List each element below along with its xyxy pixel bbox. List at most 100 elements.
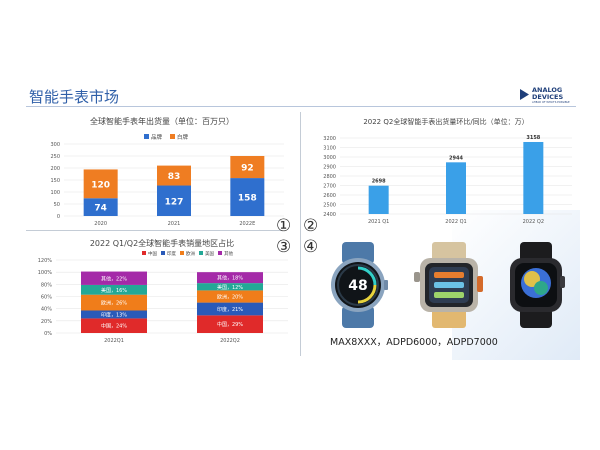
x-tick-label: 2022Q1 — [104, 338, 124, 344]
y-tick-label: 150 — [50, 178, 60, 184]
bar — [523, 141, 544, 214]
data-label: 92 — [241, 164, 254, 174]
y-tick-label: 2900 — [323, 165, 336, 171]
x-tick-label: 2022 Q1 — [445, 219, 466, 225]
analog-devices-logo: ANALOG DEVICES AHEAD OF WHAT'S POSSIBLE — [520, 86, 576, 106]
data-label: 127 — [165, 197, 184, 207]
y-tick-label: 2500 — [323, 203, 336, 209]
data-label: 欧洲，20% — [217, 294, 243, 301]
bar-segment — [81, 310, 147, 319]
x-tick-label: 2022 Q2 — [523, 219, 544, 225]
y-tick-label: 250 — [50, 154, 60, 160]
y-tick-label: 200 — [50, 166, 60, 172]
y-tick-label: 2600 — [323, 193, 336, 199]
y-tick-label: 0 — [57, 214, 60, 220]
data-label: 2698 — [372, 179, 386, 185]
square-black-watch-icon — [510, 242, 565, 328]
legend-label: 中国 — [148, 250, 157, 257]
y-tick-label: 300 — [50, 142, 60, 148]
chart-title: 全球智能手表年出货量（单位：百万只） — [90, 116, 234, 126]
legend-swatch — [199, 251, 203, 255]
legend-swatch — [142, 251, 146, 255]
data-label: 中国，24% — [101, 323, 127, 330]
y-tick-label: 80% — [41, 282, 52, 288]
marker-2: ② — [303, 216, 319, 236]
logo-triangle-icon — [520, 89, 529, 100]
y-tick-label: 3100 — [323, 146, 336, 152]
y-tick-label: 100 — [50, 190, 60, 196]
data-label: 83 — [168, 172, 181, 182]
chart-title: 2022 Q2全球智能手表出货量环比/同比（单位：万） — [363, 117, 528, 126]
bar-segment — [197, 283, 263, 291]
slide-title: 智能手表市场 — [29, 88, 120, 106]
logo-text: ANALOG DEVICES — [532, 86, 564, 101]
legend-label: 印度 — [167, 250, 176, 257]
y-tick-label: 3200 — [323, 136, 336, 142]
legend-swatch — [180, 251, 184, 255]
x-tick-label: 2021 Q1 — [368, 219, 389, 225]
y-tick-label: 100% — [38, 270, 53, 276]
round-blue-watch-icon: 48 — [331, 242, 388, 328]
bar-segment — [230, 178, 265, 216]
vertical-divider — [300, 112, 301, 356]
bar-segment — [81, 318, 147, 333]
legend-label: 美国 — [205, 250, 214, 257]
marker-1: ① — [276, 216, 292, 236]
bar-segment — [83, 169, 118, 199]
data-label: 74 — [94, 204, 107, 214]
x-tick-label: 2022E — [239, 221, 255, 227]
bar-segment — [197, 272, 263, 284]
legend-label: 白牌 — [177, 133, 189, 141]
bar — [446, 162, 466, 214]
data-label: 158 — [238, 194, 257, 204]
marker-4: ④ — [303, 237, 319, 257]
y-tick-label: 120% — [38, 258, 53, 264]
x-tick-label: 2022Q2 — [220, 338, 240, 344]
logo-tagline: AHEAD OF WHAT'S POSSIBLE — [532, 101, 570, 104]
y-tick-label: 0% — [44, 331, 52, 337]
y-tick-label: 60% — [41, 295, 52, 301]
data-label: 美国，12% — [217, 284, 243, 291]
title-rule — [26, 106, 576, 107]
bar — [368, 185, 389, 214]
data-label: 印度，13% — [101, 311, 127, 318]
bar-segment — [81, 284, 147, 295]
quarterly-shipments-chart: 2022 Q2全球智能手表出货量环比/同比（单位：万） 2400 2500 2600 2… — [323, 117, 572, 225]
x-tick-label: 2021 — [168, 221, 181, 227]
legend-label: 品牌 — [151, 133, 163, 141]
y-tick-label: 2400 — [323, 212, 336, 218]
bar-segment — [197, 290, 263, 303]
y-tick-label: 2700 — [323, 184, 336, 190]
slide: 智能手表市场 ANALOG DEVICES AHEAD OF WHAT'S PO… — [20, 82, 582, 360]
data-label: 欧洲，26% — [101, 300, 127, 307]
data-label: 2944 — [449, 155, 463, 161]
horizontal-divider — [26, 230, 282, 231]
legend-swatch — [218, 251, 222, 255]
bar-segment — [157, 165, 191, 186]
bar-segment — [197, 315, 263, 333]
y-tick-label: 50 — [54, 202, 60, 208]
product-caption: MAX8XXX，ADPD6000，ADPD7000 — [330, 337, 498, 348]
y-tick-label: 20% — [41, 319, 52, 325]
data-label: 中国，29% — [217, 321, 243, 328]
rugged-square-watch-icon — [414, 242, 483, 328]
legend-label: 欧洲 — [186, 250, 195, 257]
bar-segment — [157, 185, 191, 216]
bar-segment — [197, 302, 263, 316]
legend-swatch — [144, 134, 149, 139]
chart-title: 2022 Q1/Q2全球智能手表销量地区占比 — [90, 238, 234, 248]
annual-shipments-chart: 全球智能手表年出货量（单位：百万只） 品牌 白牌 0 50 100 150 200 250 300… — [50, 116, 284, 227]
bar-segment — [81, 294, 147, 311]
legend-swatch — [170, 134, 175, 139]
y-tick-label: 40% — [41, 307, 52, 313]
bar-segment — [230, 156, 265, 179]
data-label: 其他，22% — [101, 275, 127, 282]
bar-segment — [83, 198, 118, 216]
data-label: 美国，16% — [101, 287, 127, 294]
y-tick-label: 2800 — [323, 174, 336, 180]
data-label: 3158 — [526, 135, 540, 141]
watch-dial-text: 48 — [348, 278, 367, 294]
marker-3: ③ — [276, 237, 292, 257]
x-tick-label: 2020 — [94, 221, 107, 227]
